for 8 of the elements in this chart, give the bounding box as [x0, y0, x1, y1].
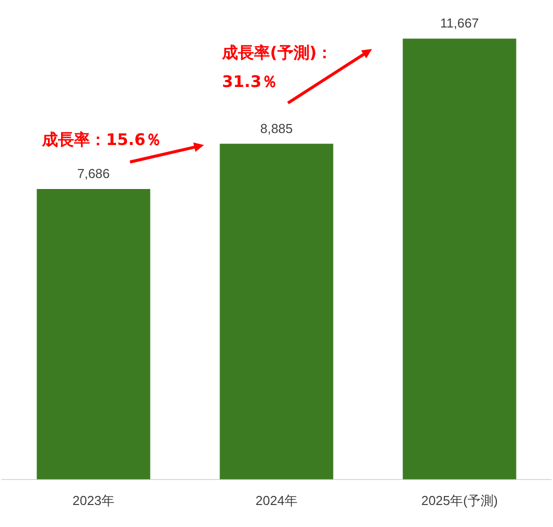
- x-tick-label: 2025年(予測): [421, 492, 498, 508]
- data-label: 8,885: [260, 120, 293, 136]
- annotation: 成長率：15.6％: [42, 129, 162, 151]
- data-label: 7,686: [77, 166, 110, 182]
- data-label: 11,667: [440, 16, 479, 31]
- annotation: 成長率(予測)：31.3％: [222, 42, 334, 93]
- x-tick-label: 2023年: [72, 492, 114, 508]
- x-tick-label: 2024年: [256, 492, 298, 508]
